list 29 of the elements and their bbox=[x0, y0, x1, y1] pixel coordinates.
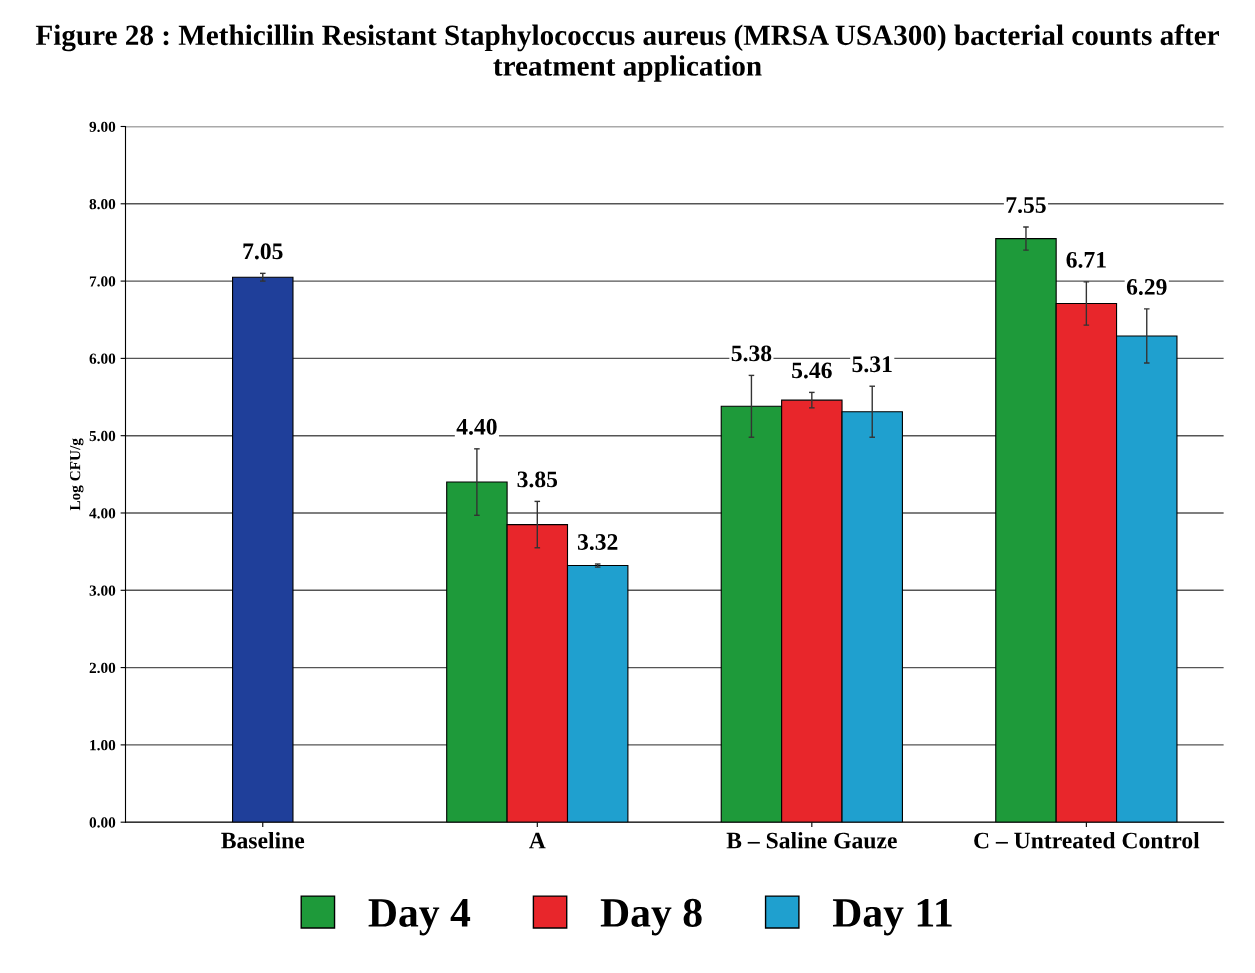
y-tick-label: 4.00 bbox=[89, 508, 116, 519]
y-tick-label: 5.00 bbox=[89, 430, 116, 442]
data-label: 6.71 bbox=[1066, 251, 1106, 268]
legend-label: Day 4 bbox=[368, 899, 471, 936]
legend-label: Day 8 bbox=[600, 898, 702, 936]
y-tick-label: 0.00 bbox=[89, 817, 116, 828]
y-axis-title: Log CFU/g bbox=[70, 438, 84, 511]
x-tick-label: Baseline bbox=[221, 831, 305, 849]
data-label: 7.05 bbox=[243, 243, 283, 260]
chart-title: Figure 28 : Methicillin Resistant Staphylococcus aureus (MRSA USA300) bacterial counts after treatment application bbox=[35, 24, 1219, 82]
data-label: 5.46 bbox=[792, 362, 832, 379]
data-label: 3.32 bbox=[577, 534, 618, 551]
y-tick-label: 9.00 bbox=[89, 121, 116, 133]
y-tick-label: 3.00 bbox=[89, 585, 116, 596]
y-tick-label: 8.00 bbox=[89, 198, 116, 210]
y-tick-label: 6.00 bbox=[89, 353, 116, 364]
y-tick-label: 2.00 bbox=[89, 662, 116, 674]
data-label: 5.38 bbox=[731, 345, 772, 362]
y-tick-label: 1.00 bbox=[90, 740, 116, 751]
data-label: 6.29 bbox=[1126, 278, 1167, 295]
x-tick-label: C – Untreated Control bbox=[974, 831, 1200, 849]
data-label: 5.31 bbox=[852, 356, 892, 373]
data-label: 7.55 bbox=[1006, 197, 1046, 214]
data-label: 3.85 bbox=[517, 471, 558, 488]
data-label: 4.40 bbox=[456, 418, 497, 435]
x-tick-label: B – Saline Gauze bbox=[726, 831, 897, 849]
legend-label: Day 11 bbox=[832, 899, 952, 936]
x-tick-label: A bbox=[529, 832, 546, 849]
y-tick-label: 7.00 bbox=[89, 276, 116, 287]
